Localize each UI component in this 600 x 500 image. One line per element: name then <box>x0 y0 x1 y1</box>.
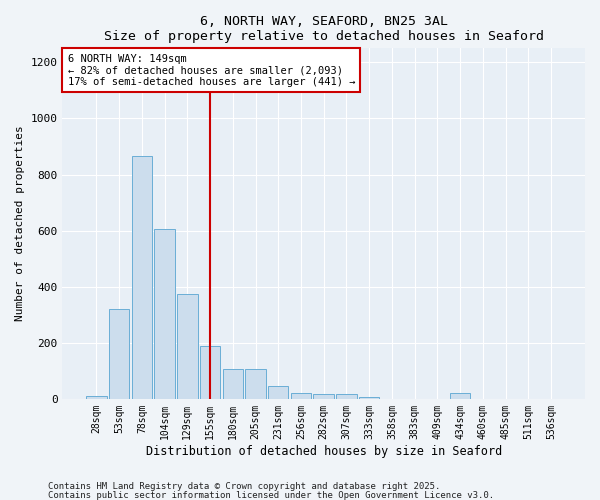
Bar <box>313 394 334 399</box>
Bar <box>245 370 266 399</box>
Bar <box>200 346 220 399</box>
Bar <box>86 396 107 399</box>
Bar <box>450 393 470 399</box>
Y-axis label: Number of detached properties: Number of detached properties <box>15 126 25 322</box>
Bar <box>268 386 289 399</box>
Title: 6, NORTH WAY, SEAFORD, BN25 3AL
Size of property relative to detached houses in : 6, NORTH WAY, SEAFORD, BN25 3AL Size of … <box>104 15 544 43</box>
Text: 6 NORTH WAY: 149sqm
← 82% of detached houses are smaller (2,093)
17% of semi-det: 6 NORTH WAY: 149sqm ← 82% of detached ho… <box>68 54 355 87</box>
Bar <box>131 156 152 399</box>
Bar <box>359 396 379 399</box>
Text: Contains HM Land Registry data © Crown copyright and database right 2025.: Contains HM Land Registry data © Crown c… <box>48 482 440 491</box>
Bar <box>177 294 197 399</box>
Text: Contains public sector information licensed under the Open Government Licence v3: Contains public sector information licen… <box>48 490 494 500</box>
Bar <box>291 393 311 399</box>
Bar <box>223 370 243 399</box>
Bar <box>109 309 130 399</box>
Bar <box>154 229 175 399</box>
Bar <box>336 394 356 399</box>
X-axis label: Distribution of detached houses by size in Seaford: Distribution of detached houses by size … <box>146 444 502 458</box>
